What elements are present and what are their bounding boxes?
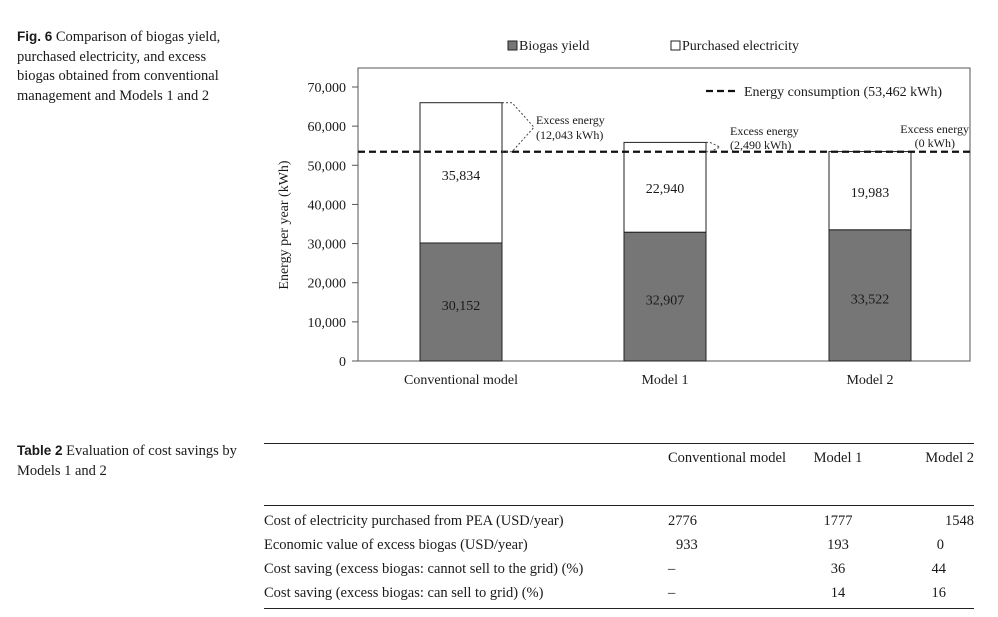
chart-legend: Biogas yield Purchased electricity Energy … xyxy=(507,39,942,100)
annotation-line2: (2,490 kWh) xyxy=(730,138,791,152)
excess-annotations: Excess energy(12,043 kWh) Excess energy(2… xyxy=(502,102,969,153)
y-tick-label: 40,000 xyxy=(308,198,347,213)
row-label: Cost saving (excess biogas: cannot sell … xyxy=(264,560,584,577)
cell-model-1: 36 xyxy=(830,560,846,577)
cost-savings-table: Conventional model Model 1 Model 2 Cost … xyxy=(264,443,974,609)
header-model-1: Model 1 xyxy=(813,450,863,466)
legend-swatch-biogas xyxy=(507,40,518,51)
legend-label-biogas: Biogas yield xyxy=(519,39,589,54)
x-tick-label: Model 1 xyxy=(641,373,688,388)
cell-model-2: 0 xyxy=(936,536,944,553)
data-label-biogas: 33,522 xyxy=(851,292,890,307)
table-label: Table 2 xyxy=(17,443,63,458)
y-tick-label: 20,000 xyxy=(308,277,347,292)
cell-model-1: 193 xyxy=(827,536,849,553)
y-tick-label: 30,000 xyxy=(308,238,347,253)
header-conventional: Conventional model xyxy=(668,450,786,466)
stacked-bar-chart: Biogas yield Purchased electricity Energy … xyxy=(277,39,971,388)
x-tick-label: Conventional model xyxy=(404,373,518,388)
table-row: Economic value of excess biogas (USD/yea… xyxy=(264,533,974,557)
y-axis: 0 10,000 20,000 30,000 40,000 50,000 60,000 70,… xyxy=(277,81,358,370)
table-row: Cost of electricity purchased from PEA (… xyxy=(264,505,974,533)
data-label-purchased: 35,834 xyxy=(442,169,481,184)
cell-model-2: 16 xyxy=(931,584,947,601)
header-empty xyxy=(264,444,652,506)
table-row: Cost saving (excess biogas: can sell to … xyxy=(264,581,974,609)
data-label-purchased: 19,983 xyxy=(851,186,890,201)
annotation-line1: Excess energy xyxy=(536,113,605,127)
figure-caption-text: Comparison of biogas yield, purchased el… xyxy=(17,29,221,104)
bar-purchased-electricity xyxy=(828,151,912,231)
cell-conventional: – xyxy=(668,584,676,601)
bar-purchased-electricity xyxy=(419,102,503,244)
row-label: Economic value of excess biogas (USD/yea… xyxy=(264,536,528,553)
row-label: Cost saving (excess biogas: can sell to … xyxy=(264,584,544,601)
y-axis-label: Energy per year (kWh) xyxy=(277,160,292,290)
bar-biogas-yield xyxy=(828,229,912,362)
table-caption-text: Evaluation of cost savings by Models 1 a… xyxy=(17,443,237,479)
legend-swatch-purchased xyxy=(670,40,681,51)
cell-conventional: – xyxy=(668,560,676,577)
data-label-biogas: 30,152 xyxy=(442,299,481,314)
bar-biogas-yield xyxy=(419,242,503,362)
annotation-line1: Excess energy xyxy=(730,124,799,138)
bars: 30,152 35,834 32,907 22,940 33,522 19,983 xyxy=(419,102,912,362)
callout-arrow xyxy=(706,141,722,153)
callout-arrow xyxy=(502,102,535,153)
x-axis: Conventional model Model 1 Model 2 xyxy=(404,373,894,388)
legend-label-energy: Energy consumption (53,462 kWh) xyxy=(744,85,942,100)
annotation-line2: (12,043 kWh) xyxy=(536,128,603,142)
legend-label-purchased: Purchased electricity xyxy=(682,39,799,54)
y-tick-label: 70,000 xyxy=(308,81,347,96)
x-tick-label: Model 2 xyxy=(846,373,893,388)
cell-model-1: 1777 xyxy=(794,505,882,533)
cell-model-2: 44 xyxy=(931,560,947,577)
figure-label: Fig. 6 xyxy=(17,29,53,44)
table-header-row: Conventional model Model 1 Model 2 xyxy=(264,443,974,506)
cell-model-1: 14 xyxy=(830,584,846,601)
bar-purchased-electricity xyxy=(623,141,707,233)
cell-conventional: 2776 xyxy=(652,505,794,533)
annotation-line2: (0 kWh) xyxy=(915,136,955,150)
y-tick-label: 60,000 xyxy=(308,120,347,135)
cell-conventional: 933 xyxy=(676,536,698,553)
row-label: Cost of electricity purchased from PEA (… xyxy=(264,505,652,533)
annotation-line1: Excess energy xyxy=(900,122,969,136)
y-tick-label: 50,000 xyxy=(308,159,347,174)
bar-biogas-yield xyxy=(623,231,707,362)
data-label-biogas: 32,907 xyxy=(646,294,685,309)
y-tick-label: 10,000 xyxy=(308,316,347,331)
cell-model-2: 1548 xyxy=(882,505,974,533)
table-row: Cost saving (excess biogas: cannot sell … xyxy=(264,557,974,581)
y-tick-label: 0 xyxy=(339,355,346,370)
table-caption: Table 2 Evaluation of cost savings by Mo… xyxy=(17,441,242,481)
header-model-2: Model 2 xyxy=(925,450,974,466)
data-label-purchased: 22,940 xyxy=(646,182,685,197)
figure-caption: Fig. 6 Comparison of biogas yield, purch… xyxy=(17,27,242,106)
